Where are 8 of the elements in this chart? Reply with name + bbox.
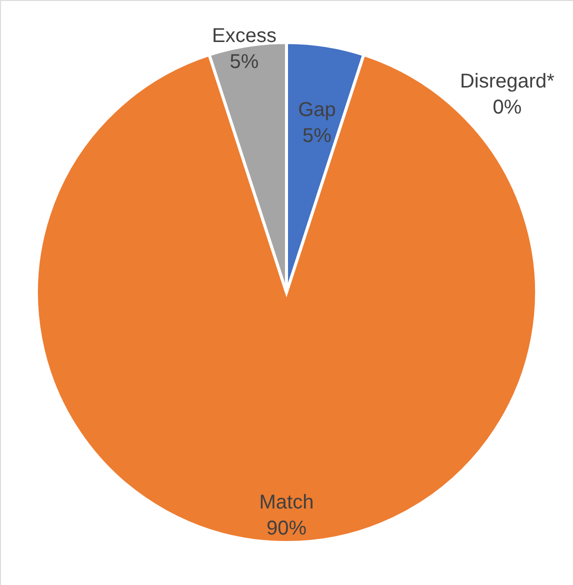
text: 0%	[492, 96, 522, 118]
category-label: Disregard*	[460, 70, 554, 92]
slice-label: Match	[259, 492, 314, 514]
data-label: 90%	[266, 518, 307, 540]
data-label: 5%	[302, 124, 332, 147]
slice-label: Gap	[298, 98, 336, 121]
data-label: 5%	[230, 50, 259, 73]
slice-label: Excess	[212, 24, 276, 47]
